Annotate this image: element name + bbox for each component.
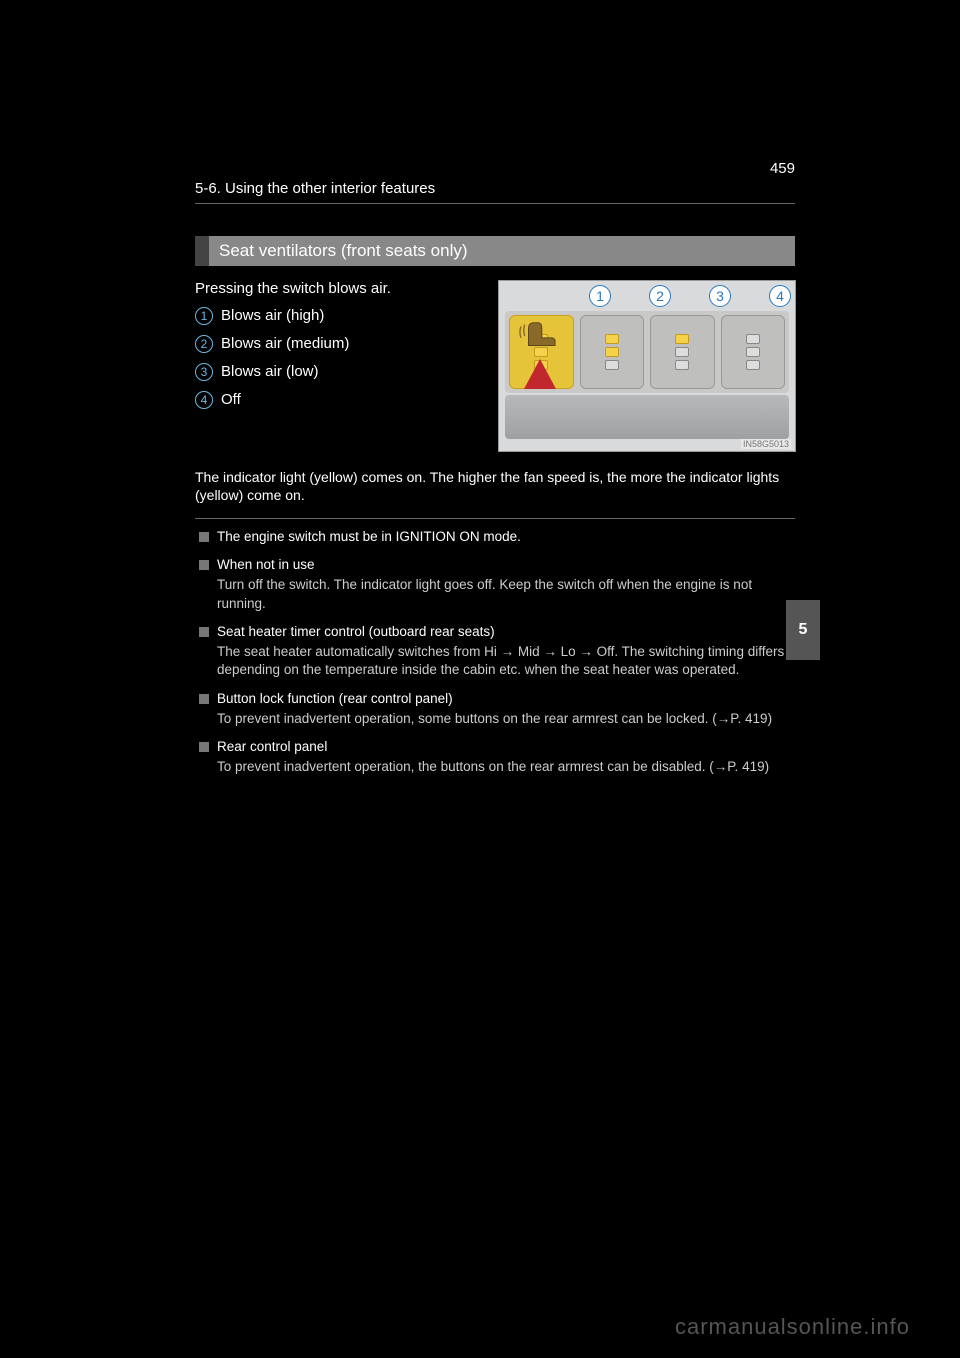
- figure-code: IN58G5013: [741, 439, 791, 449]
- callout-badge: 3: [195, 363, 213, 381]
- note-title: Rear control panel: [217, 738, 769, 756]
- list-item: When not in use Turn off the switch. The…: [199, 556, 794, 613]
- note-title: Button lock function (rear control panel…: [217, 690, 772, 708]
- callout-badge: 1: [195, 307, 213, 325]
- note-title: The engine switch must be in IGNITION ON…: [217, 528, 521, 546]
- bullet-icon: [199, 694, 209, 704]
- indicator-led: [675, 334, 689, 344]
- indicator-led: [675, 360, 689, 370]
- note-body: To prevent inadvertent operation, the bu…: [217, 758, 769, 776]
- list-item: 4 Off: [195, 386, 349, 414]
- list-item: 2 Blows air (medium): [195, 330, 349, 358]
- callout-badge: 4: [195, 391, 213, 409]
- fan-level-label: Off: [221, 386, 241, 414]
- instruction-figure: 1 2 3 4 IN58G5013: [498, 280, 796, 452]
- post-note: The indicator light (yellow) comes on. T…: [195, 468, 795, 504]
- list-item: The engine switch must be in IGNITION ON…: [199, 528, 794, 546]
- note-body: To prevent inadvertent operation, some b…: [217, 710, 772, 728]
- section-heading-band: Seat ventilators (front seats only): [195, 236, 795, 266]
- callout-badge: 3: [709, 285, 731, 307]
- breadcrumb: 5-6. Using the other interior features: [195, 180, 435, 197]
- indicator-led: [605, 334, 619, 344]
- band-accent: [195, 236, 209, 266]
- seat-vent-icon: [519, 317, 557, 355]
- chapter-tab: 5: [786, 600, 820, 660]
- list-item: Seat heater timer control (outboard rear…: [199, 623, 794, 680]
- dashboard-illustration: [505, 395, 789, 439]
- page-number: 459: [770, 160, 795, 177]
- callout-badge: 1: [589, 285, 611, 307]
- watermark: carmanualsonline.info: [675, 1314, 910, 1340]
- bullet-icon: [199, 742, 209, 752]
- notes-list: The engine switch must be in IGNITION ON…: [199, 528, 794, 786]
- callout-badge: 2: [195, 335, 213, 353]
- page-header: 5-6. Using the other interior features: [195, 180, 795, 204]
- press-arrow-icon: [524, 359, 556, 389]
- list-item: 3 Blows air (low): [195, 358, 349, 386]
- list-item: Button lock function (rear control panel…: [199, 690, 794, 728]
- vent-level-button: [721, 315, 786, 389]
- callout-badge: 4: [769, 285, 791, 307]
- vent-level-button: [580, 315, 645, 389]
- list-item: Rear control panel To prevent inadverten…: [199, 738, 794, 776]
- vent-level-button: [650, 315, 715, 389]
- bullet-icon: [199, 627, 209, 637]
- note-body: The seat heater automatically switches f…: [217, 643, 794, 679]
- section-title: Seat ventilators (front seats only): [209, 241, 468, 261]
- bullet-icon: [199, 560, 209, 570]
- fan-level-label: Blows air (high): [221, 302, 324, 330]
- note-body: Turn off the switch. The indicator light…: [217, 576, 794, 612]
- fan-level-label: Blows air (medium): [221, 330, 349, 358]
- indicator-led: [746, 347, 760, 357]
- indicator-led: [746, 334, 760, 344]
- note-title: Seat heater timer control (outboard rear…: [217, 623, 794, 641]
- indicator-led: [605, 360, 619, 370]
- fan-level-label: Blows air (low): [221, 358, 319, 386]
- bullet-icon: [199, 532, 209, 542]
- indicator-led: [746, 360, 760, 370]
- intro-text: Pressing the switch blows air.: [195, 280, 391, 297]
- figure-callout-row: 1 2 3 4: [589, 285, 791, 307]
- callout-badge: 2: [649, 285, 671, 307]
- list-item: 1 Blows air (high): [195, 302, 349, 330]
- note-title: When not in use: [217, 556, 794, 574]
- indicator-led: [605, 347, 619, 357]
- fan-level-list: 1 Blows air (high) 2 Blows air (medium) …: [195, 302, 349, 414]
- divider: [195, 518, 795, 519]
- indicator-led: [675, 347, 689, 357]
